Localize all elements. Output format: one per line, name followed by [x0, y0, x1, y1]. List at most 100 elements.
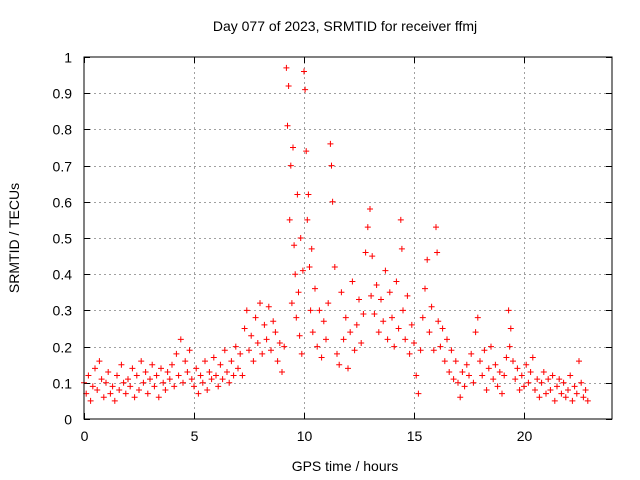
data-point	[248, 332, 255, 339]
data-point	[100, 394, 107, 401]
data-point	[468, 350, 475, 357]
data-point	[492, 361, 499, 368]
data-point	[294, 191, 301, 198]
data-point	[184, 368, 191, 375]
data-point	[402, 336, 409, 343]
data-point	[296, 332, 303, 339]
data-point	[505, 307, 512, 314]
axis-ticks: 00.10.20.30.40.50.60.70.80.910 5 10 15 20	[53, 50, 612, 444]
data-point	[514, 365, 521, 372]
data-point	[483, 387, 490, 394]
y-tick-label: 0.3	[53, 303, 73, 319]
data-point	[558, 390, 565, 397]
y-tick-label: 0.4	[53, 267, 73, 283]
data-point	[138, 358, 145, 365]
data-point	[340, 336, 347, 343]
y-tick-label: 0.6	[53, 195, 73, 211]
data-point	[373, 282, 380, 289]
data-point	[532, 387, 538, 394]
data-point	[554, 383, 560, 390]
data-point	[507, 325, 514, 332]
data-point	[140, 379, 147, 386]
data-point	[461, 383, 468, 390]
data-point	[450, 376, 457, 383]
data-point	[151, 383, 158, 390]
data-point	[523, 361, 530, 368]
data-point	[560, 379, 567, 386]
y-axis-label: SRMTID / TECUs	[6, 183, 22, 293]
data-point	[364, 224, 371, 231]
data-point	[368, 292, 375, 299]
data-point	[180, 379, 186, 386]
data-point	[506, 343, 513, 350]
data-point	[283, 64, 290, 71]
data-point	[417, 347, 424, 354]
data-point	[274, 358, 281, 365]
data-point	[569, 397, 576, 404]
data-point	[562, 394, 569, 401]
data-point	[389, 314, 395, 321]
data-point	[215, 383, 222, 390]
data-point	[551, 397, 558, 404]
data-point	[308, 245, 315, 252]
data-point	[118, 361, 125, 368]
data-point	[582, 387, 589, 394]
data-point	[576, 358, 582, 365]
data-point	[312, 285, 318, 292]
data-point	[114, 372, 120, 379]
data-point	[254, 339, 261, 346]
data-point	[304, 216, 311, 223]
data-point	[166, 376, 173, 383]
y-tick-label: 0	[64, 412, 72, 428]
data-point	[518, 372, 525, 379]
data-point	[527, 368, 534, 375]
data-point	[303, 148, 310, 155]
data-point	[162, 387, 169, 394]
data-point	[367, 206, 373, 213]
data-point	[125, 376, 131, 383]
y-tick-label: 0.9	[53, 86, 73, 102]
data-point	[386, 289, 393, 296]
data-point	[186, 347, 193, 354]
data-point	[230, 372, 237, 379]
y-tick-label: 1	[64, 50, 72, 66]
data-point	[481, 347, 488, 354]
data-point	[342, 314, 349, 321]
data-point	[398, 245, 405, 252]
data-point	[503, 354, 510, 361]
data-point	[232, 343, 239, 350]
data-point	[584, 397, 591, 404]
data-point	[434, 249, 441, 256]
x-tick-label: 15	[407, 428, 423, 444]
data-point	[490, 376, 497, 383]
data-point	[536, 394, 543, 401]
data-point	[329, 198, 336, 205]
data-point	[411, 339, 417, 346]
data-point	[290, 144, 296, 151]
data-point	[217, 361, 224, 368]
data-point	[286, 216, 293, 223]
data-point	[356, 296, 362, 303]
data-point	[284, 122, 291, 129]
data-point	[439, 325, 446, 332]
data-point	[362, 249, 369, 256]
data-point	[567, 372, 574, 379]
data-point	[309, 329, 316, 336]
data-point	[305, 191, 312, 198]
data-point	[353, 321, 360, 328]
data-point	[193, 365, 200, 372]
data-point	[336, 361, 343, 368]
data-point	[400, 307, 406, 314]
data-point	[452, 358, 459, 365]
data-point	[358, 339, 365, 346]
data-point	[173, 350, 180, 357]
data-point	[347, 329, 354, 336]
data-point	[306, 263, 313, 270]
data-point	[444, 336, 450, 343]
data-point	[525, 379, 532, 386]
data-point	[204, 387, 211, 394]
data-point	[133, 372, 140, 379]
data-point	[521, 383, 527, 390]
data-point	[325, 300, 332, 307]
data-point	[499, 390, 505, 397]
